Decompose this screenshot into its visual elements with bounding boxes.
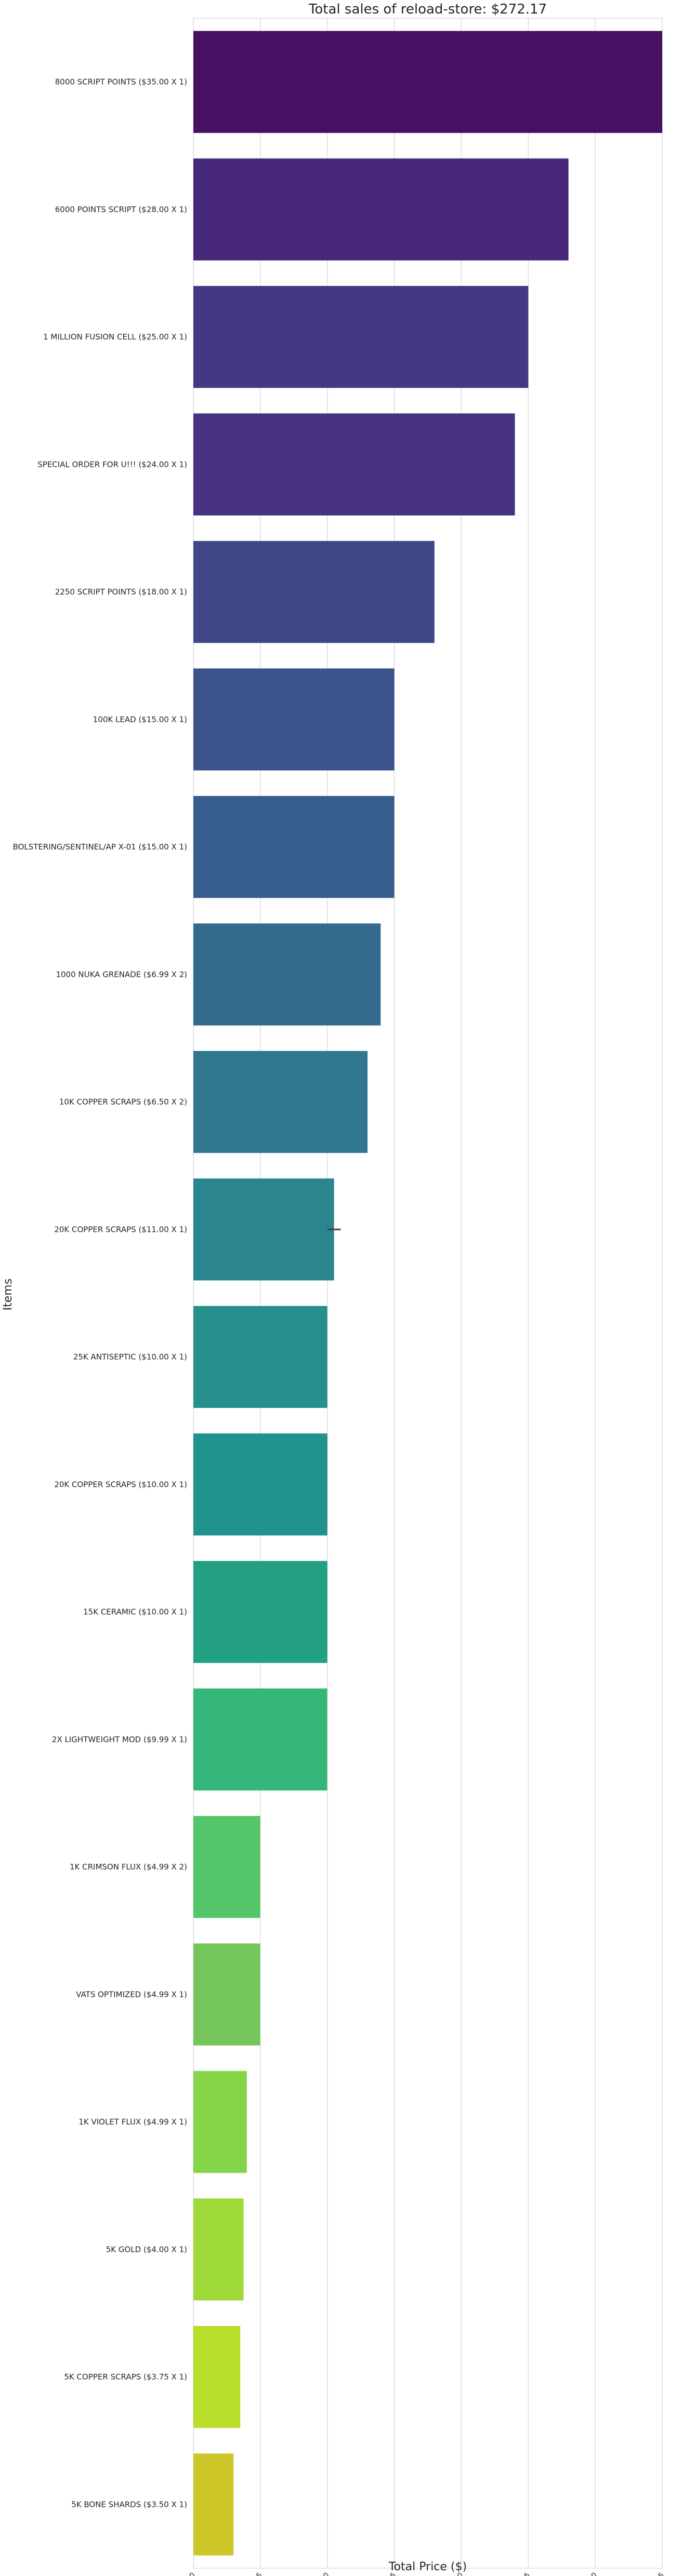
- bar: [193, 286, 529, 388]
- category-label: 2X LIGHTWEIGHT MOD ($9.99 X 1): [52, 1735, 187, 1744]
- category-label: BOLSTERING/SENTINEL/AP X-01 ($15.00 X 1): [13, 842, 187, 852]
- bar: [193, 2198, 244, 2300]
- category-label: 5K GOLD ($4.00 X 1): [106, 2245, 187, 2254]
- x-tick-label: 35: [653, 2571, 666, 2576]
- bar: [193, 796, 395, 898]
- category-label: 20K COPPER SCRAPS ($11.00 X 1): [54, 1225, 187, 1234]
- category-label: 2250 SCRIPT POINTS ($18.00 X 1): [55, 587, 187, 597]
- category-label: 25K ANTISEPTIC ($10.00 X 1): [73, 1352, 187, 1362]
- category-label: 10K COPPER SCRAPS ($6.50 X 2): [59, 1097, 187, 1107]
- category-label: 5K BONE SHARDS ($3.50 X 1): [71, 2500, 187, 2509]
- plot-area: [193, 18, 663, 2569]
- category-label: 6000 POINTS SCRIPT ($28.00 X 1): [55, 205, 187, 214]
- bar: [193, 2071, 247, 2173]
- x-tick-label: 10: [319, 2571, 331, 2576]
- x-axis-title: Total Price ($): [388, 2560, 467, 2573]
- bar: [193, 31, 662, 133]
- x-tick-labels: 0 5 10 15 20 25 30 35: [188, 2571, 666, 2576]
- bar: [193, 1433, 327, 1536]
- bar: [193, 158, 569, 260]
- bar: [193, 1943, 260, 2046]
- x-tick-label: 15: [385, 2571, 398, 2576]
- category-label: VATS OPTIMIZED ($4.99 X 1): [76, 1990, 187, 1999]
- bar: [193, 1051, 368, 1153]
- chart-title: Total sales of reload-store: $272.17: [308, 2, 547, 17]
- bar: [193, 2326, 241, 2428]
- bar: [193, 2453, 234, 2556]
- category-label: 100K LEAD ($15.00 X 1): [93, 715, 187, 724]
- bars: [193, 31, 662, 2556]
- x-tick-label: 30: [586, 2571, 599, 2576]
- category-label: 20K COPPER SCRAPS ($10.00 X 1): [54, 1480, 187, 1489]
- x-tick-label: 5: [255, 2571, 264, 2576]
- bar: [193, 1688, 327, 1790]
- category-label: 8000 SCRIPT POINTS ($35.00 X 1): [55, 77, 187, 87]
- bar: [193, 1561, 327, 1663]
- bar: [193, 668, 395, 770]
- category-label: 5K COPPER SCRAPS ($3.75 X 1): [64, 2372, 187, 2382]
- category-labels: 8000 SCRIPT POINTS ($35.00 X 1) 6000 POIN…: [13, 77, 187, 2509]
- x-tick-label: 25: [519, 2571, 532, 2576]
- category-label: 15K CERAMIC ($10.00 X 1): [83, 1607, 187, 1617]
- x-tick-label: 20: [452, 2571, 465, 2576]
- bar: [193, 1178, 334, 1280]
- bar: [193, 1306, 327, 1408]
- category-label: 1K VIOLET FLUX ($4.99 X 1): [78, 2117, 187, 2127]
- bar: [193, 541, 435, 643]
- category-label: SPECIAL ORDER FOR U!!! ($24.00 X 1): [37, 460, 187, 469]
- bar: [193, 1816, 260, 1918]
- bar: [193, 923, 381, 1026]
- category-label: 1000 NUKA GRENADE ($6.99 X 2): [56, 970, 187, 979]
- category-label: 1 MILLION FUSION CELL ($25.00 X 1): [43, 332, 187, 342]
- x-tick-label: 0: [188, 2571, 197, 2576]
- bar: [193, 413, 515, 516]
- y-axis-title: Items: [2, 1278, 15, 1311]
- category-label: 1K CRIMSON FLUX ($4.99 X 2): [70, 1862, 187, 1872]
